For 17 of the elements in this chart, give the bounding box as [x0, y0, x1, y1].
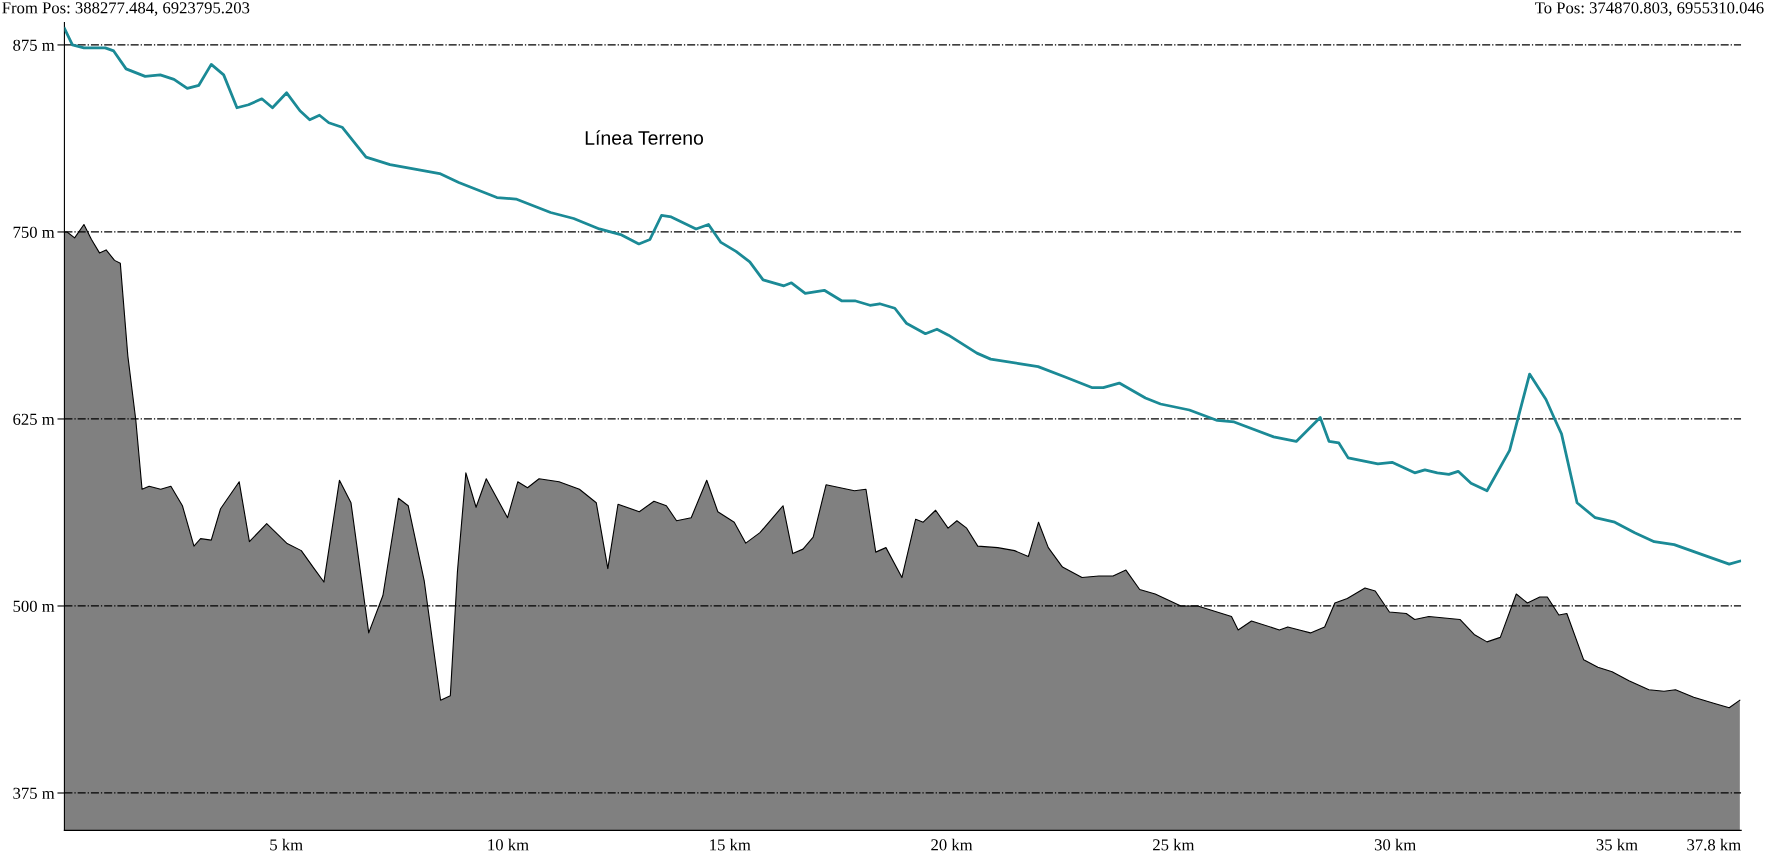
x-tick-label: 35 km — [1596, 838, 1638, 851]
y-tick-label: 625 m — [13, 413, 55, 425]
x-tick-label: 30 km — [1374, 838, 1416, 851]
x-tick-label: 15 km — [710, 838, 751, 851]
y-tick-label: 750 m — [13, 226, 55, 238]
x-tick-label: 10 km — [488, 838, 529, 851]
text: To Pos: 374870.803, 6955310.046 — [1535, 2, 1764, 16]
y-tick-label: 875 m — [13, 39, 55, 51]
line-series — [64, 27, 1742, 566]
y-tick-label: 500 m — [13, 600, 55, 612]
text: From Pos: 388277.484, 6923795.203 — [2, 2, 250, 16]
annotation: Línea Terreno — [585, 130, 704, 145]
x-tick-label: 20 km — [931, 838, 973, 851]
x-tick-label: 25 km — [1153, 838, 1195, 851]
x-tick-label: 5 km — [270, 838, 303, 851]
y-tick-label: 375 m — [13, 787, 55, 799]
x-tick-label: 37.8 km — [1687, 838, 1741, 851]
